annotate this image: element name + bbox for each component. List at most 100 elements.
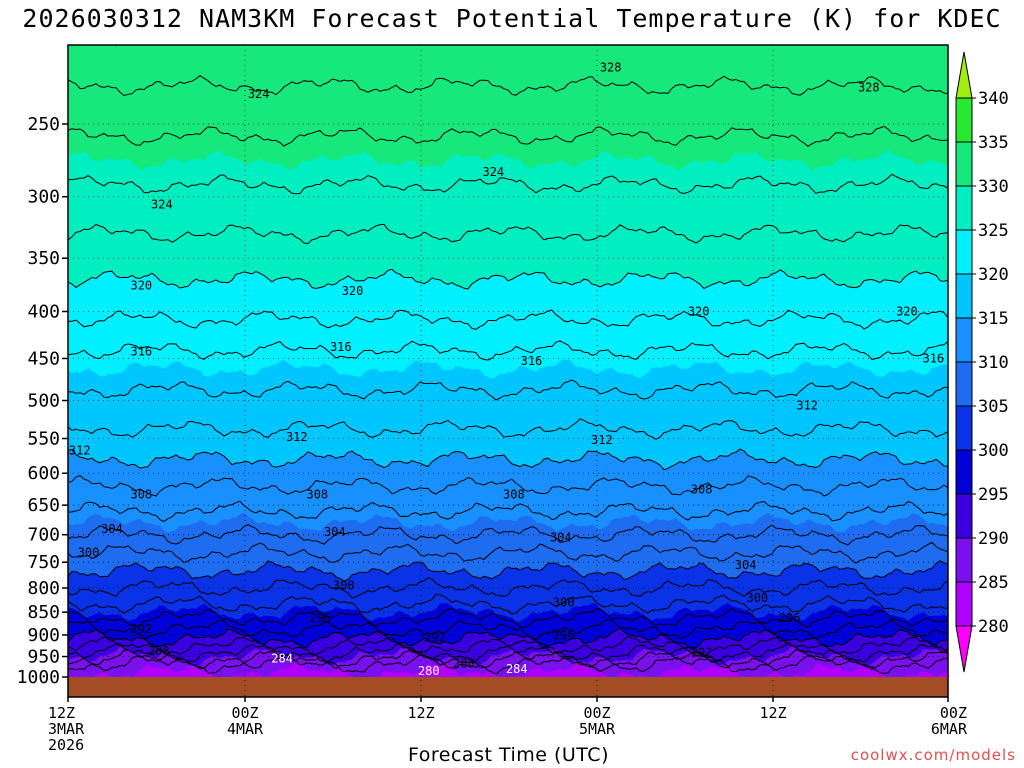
plot-frame xyxy=(67,44,949,698)
contour-label: 284 xyxy=(271,652,293,666)
contour-label: 328 xyxy=(858,80,880,94)
isentrope-320 xyxy=(68,268,948,290)
colorbar-label: 335 xyxy=(978,133,1009,153)
x-tick-label: 5MAR xyxy=(579,720,616,738)
filled-contours xyxy=(68,45,948,697)
contour-label: 296 xyxy=(553,628,575,642)
y-tick-label: 750 xyxy=(27,552,60,573)
y-tick-label: 800 xyxy=(27,578,60,599)
colorbar-segment xyxy=(955,317,973,363)
x-tick-label: 00Z xyxy=(583,704,610,722)
colorbar-segment xyxy=(955,141,973,187)
isentrope-326 xyxy=(68,125,948,147)
isentrope-306 xyxy=(68,500,948,523)
contour-label: 304 xyxy=(101,522,123,536)
grid-lines xyxy=(68,45,948,697)
isentrope-302 xyxy=(68,541,948,564)
contour-label: 308 xyxy=(130,488,152,502)
contour-label: 296 xyxy=(779,611,801,625)
contour-labels: 328 328 324 324 324 320 320 320 320 316 316 316 316 3… xyxy=(69,61,944,678)
isentrope-330 xyxy=(114,45,118,47)
colorbar-segment xyxy=(955,449,973,495)
contour-label: 300 xyxy=(746,591,768,605)
isentrope-282 xyxy=(68,653,948,675)
colorbar-label: 300 xyxy=(978,441,1009,461)
colorbar-segment xyxy=(955,185,973,231)
contour-label: 316 xyxy=(922,351,944,365)
x-axis-label: Forecast Time (UTC) xyxy=(408,744,609,766)
x-tick-label: 00Z xyxy=(940,704,967,722)
y-tick-label: 550 xyxy=(27,429,60,450)
colorbar-bottom-arrow xyxy=(955,625,973,673)
contour-label: 308 xyxy=(503,488,525,502)
y-tick-label: 1000 xyxy=(17,667,60,688)
isentrope-298 xyxy=(68,577,948,599)
x-tick-label: 12Z xyxy=(759,704,786,722)
isentrope-290 xyxy=(68,627,948,649)
ground xyxy=(68,677,948,697)
y-tick-label: 850 xyxy=(27,602,60,623)
colorbar-label: 340 xyxy=(978,89,1009,109)
y-tick-label: 600 xyxy=(27,463,60,484)
contour-label: 308 xyxy=(306,488,328,502)
colorbar-segment xyxy=(955,97,973,143)
contour-label: 324 xyxy=(151,198,173,212)
contour-label: 304 xyxy=(550,531,572,545)
site-watermark: coolwx.com/models xyxy=(850,746,1016,764)
colorbar-label: 325 xyxy=(978,221,1009,241)
y-tick-label: 250 xyxy=(27,114,60,135)
isentrope-318 xyxy=(68,309,948,330)
contour-label: 312 xyxy=(796,398,818,412)
colorbar-label: 290 xyxy=(978,529,1009,549)
y-tick-label: 300 xyxy=(27,187,60,208)
contour-label: 304 xyxy=(324,525,346,539)
contour-label: 316 xyxy=(521,354,543,368)
contour-label: 296 xyxy=(309,611,331,625)
chart-title: 2026030312 NAM3KM Forecast Potential Tem… xyxy=(22,4,1002,33)
colorbar: 340 335 330 325 320 315 310 305 300 295 290 285 280 xyxy=(955,51,1009,673)
isentrope-308 xyxy=(68,475,948,497)
contour-label: 304 xyxy=(735,558,757,572)
contour-label: 324 xyxy=(248,87,270,101)
y-tick-label: 400 xyxy=(27,301,60,322)
isentrope-300 xyxy=(68,560,948,582)
x-tick-label: 2026 xyxy=(48,736,84,754)
x-tick-label: 12Z xyxy=(48,704,75,722)
x-tick-label: 12Z xyxy=(407,704,434,722)
colorbar-label: 285 xyxy=(978,573,1009,593)
colorbar-segment xyxy=(955,581,973,627)
y-tick-label: 500 xyxy=(27,391,60,412)
colorbar-label: 305 xyxy=(978,397,1009,417)
isentrope-322 xyxy=(68,223,948,245)
contour-label: 312 xyxy=(591,433,613,447)
y-tick-label: 650 xyxy=(27,495,60,516)
contour-label: 300 xyxy=(333,578,355,592)
y-axis-ticks: 2503003504004505005506006507007508008509… xyxy=(17,114,68,688)
colorbar-label: 295 xyxy=(978,485,1009,505)
y-tick-label: 950 xyxy=(27,647,60,668)
contour-label: 320 xyxy=(896,304,918,318)
y-tick-label: 900 xyxy=(27,625,60,646)
colorbar-segment xyxy=(955,273,973,319)
x-tick-label: 00Z xyxy=(231,704,258,722)
colorbar-segment xyxy=(955,537,973,583)
contour-label: 300 xyxy=(553,596,575,610)
x-tick-label: 3MAR xyxy=(48,720,85,738)
isentrope-288 xyxy=(68,635,948,658)
contour-label: 316 xyxy=(130,344,152,358)
colorbar-label: 315 xyxy=(978,309,1009,329)
contour-label: 320 xyxy=(130,279,152,293)
y-tick-label: 350 xyxy=(27,248,60,269)
y-tick-label: 450 xyxy=(27,348,60,369)
contour-label: 312 xyxy=(286,430,308,444)
contour-label: 320 xyxy=(342,284,364,298)
isentrope-316 xyxy=(68,340,948,361)
contour-lines xyxy=(68,45,948,675)
contour-label: 284 xyxy=(506,662,528,676)
isentrope-328 xyxy=(68,74,948,97)
colorbar-top-arrow xyxy=(955,51,973,99)
colorbar-label: 280 xyxy=(978,617,1009,637)
colorbar-segment xyxy=(955,493,973,539)
